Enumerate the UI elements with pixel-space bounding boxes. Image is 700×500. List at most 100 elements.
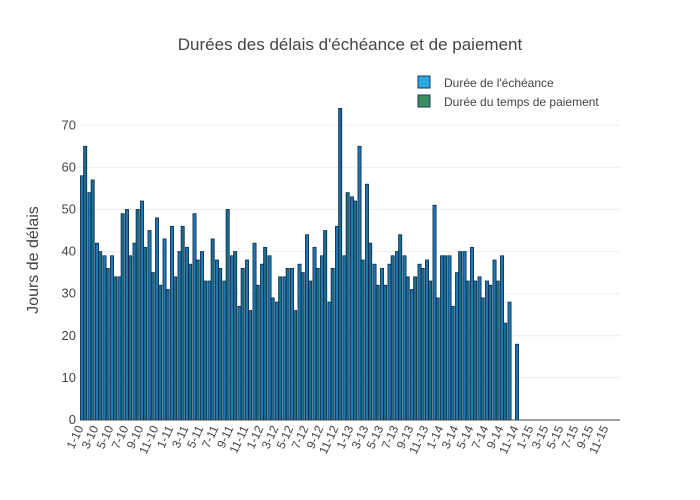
bar-paiement[interactable]: [98, 251, 103, 421]
bar-paiement[interactable]: [255, 284, 260, 421]
bar-echeance[interactable]: [425, 259, 430, 421]
bar-echeance[interactable]: [380, 268, 385, 421]
bar-echeance[interactable]: [492, 259, 497, 421]
bar-echeance[interactable]: [185, 246, 189, 421]
bar-paiement[interactable]: [465, 280, 470, 421]
bar-paiement[interactable]: [405, 276, 410, 421]
bar-echeance[interactable]: [335, 225, 340, 421]
legend-item-paiement[interactable]: Durée du temps de paiement: [417, 94, 599, 109]
bar-paiement[interactable]: [113, 276, 118, 421]
bar-paiement[interactable]: [188, 263, 193, 421]
bar-paiement[interactable]: [293, 310, 298, 421]
bar-echeance[interactable]: [245, 259, 249, 421]
bar-paiement[interactable]: [473, 280, 478, 421]
bar-echeance[interactable]: [170, 225, 174, 421]
bar-paiement[interactable]: [360, 259, 365, 421]
bar-paiement[interactable]: [420, 268, 425, 421]
bar-paiement[interactable]: [203, 280, 208, 421]
bar-echeance[interactable]: [395, 251, 400, 421]
bar-echeance[interactable]: [447, 255, 452, 421]
bar-paiement[interactable]: [105, 268, 110, 421]
bar-paiement[interactable]: [383, 284, 388, 421]
bar-echeance[interactable]: [110, 255, 114, 421]
bar-echeance[interactable]: [387, 263, 392, 421]
bar-paiement[interactable]: [345, 192, 350, 421]
bar-echeance[interactable]: [320, 255, 325, 421]
bar-paiement[interactable]: [285, 268, 290, 421]
bar-echeance[interactable]: [147, 230, 152, 421]
bar-echeance[interactable]: [455, 272, 460, 421]
bar-echeance[interactable]: [192, 213, 197, 421]
bar-echeance[interactable]: [312, 246, 317, 421]
bar-echeance[interactable]: [357, 145, 362, 421]
bar-paiement[interactable]: [375, 284, 380, 421]
bar-paiement[interactable]: [353, 200, 358, 421]
bar-paiement[interactable]: [315, 268, 320, 421]
bar-echeance[interactable]: [230, 255, 234, 421]
bar-paiement[interactable]: [120, 213, 125, 421]
bar-paiement[interactable]: [173, 276, 178, 421]
bar-echeance[interactable]: [237, 305, 242, 421]
bar-paiement[interactable]: [428, 280, 433, 421]
bar-paiement[interactable]: [323, 230, 328, 421]
bar-echeance[interactable]: [95, 242, 99, 421]
bar-paiement[interactable]: [240, 268, 245, 421]
bar-echeance[interactable]: [200, 251, 204, 421]
bar-echeance[interactable]: [477, 276, 482, 421]
bar-paiement[interactable]: [300, 272, 305, 421]
bar-paiement[interactable]: [458, 251, 463, 421]
bar-paiement[interactable]: [435, 297, 440, 421]
bar-paiement[interactable]: [450, 305, 455, 421]
bar-paiement[interactable]: [278, 276, 283, 421]
bar-echeance[interactable]: [305, 234, 310, 421]
bar-paiement[interactable]: [210, 238, 215, 421]
legend-item-echeance[interactable]: Durée de l'échéance: [417, 75, 554, 90]
bar-paiement[interactable]: [330, 268, 335, 421]
bar-paiement[interactable]: [143, 246, 148, 421]
bar-echeance[interactable]: [440, 255, 445, 421]
bar-paiement[interactable]: [308, 280, 313, 421]
bar-paiement[interactable]: [495, 280, 500, 421]
bar-echeance[interactable]: [402, 255, 407, 421]
bar-echeance[interactable]: [417, 263, 422, 421]
bar-paiement[interactable]: [480, 297, 485, 421]
bar-paiement[interactable]: [398, 234, 403, 421]
bar-echeance[interactable]: [132, 242, 137, 421]
bar-echeance[interactable]: [500, 255, 505, 421]
bar-echeance[interactable]: [267, 255, 272, 421]
bar-paiement[interactable]: [368, 242, 373, 421]
bar-echeance[interactable]: [80, 175, 84, 421]
bar-paiement[interactable]: [165, 289, 170, 421]
bar-echeance[interactable]: [162, 238, 167, 421]
bar-echeance[interactable]: [297, 263, 302, 421]
bar-echeance[interactable]: [485, 280, 490, 421]
bar-echeance[interactable]: [327, 301, 332, 421]
bar-echeance[interactable]: [507, 301, 512, 421]
bar-echeance[interactable]: [155, 217, 159, 421]
bar-echeance[interactable]: [140, 200, 144, 421]
bar-echeance[interactable]: [365, 183, 370, 421]
bar-paiement[interactable]: [248, 310, 253, 421]
bar-paiement[interactable]: [128, 255, 133, 421]
bar-echeance[interactable]: [260, 263, 265, 421]
bar-paiement[interactable]: [158, 284, 163, 421]
bar-echeance[interactable]: [350, 196, 355, 421]
bar-echeance[interactable]: [117, 276, 122, 421]
bar-paiement[interactable]: [270, 297, 275, 421]
bar-paiement[interactable]: [338, 108, 343, 421]
bar-paiement[interactable]: [263, 246, 268, 421]
bar-echeance[interactable]: [125, 209, 129, 421]
bar-echeance[interactable]: [207, 280, 212, 421]
bar-echeance[interactable]: [252, 242, 257, 421]
bar-echeance[interactable]: [432, 204, 437, 421]
bar-echeance[interactable]: [275, 301, 280, 421]
bar-echeance[interactable]: [470, 246, 475, 421]
bar-paiement[interactable]: [218, 268, 223, 421]
bar-paiement[interactable]: [443, 255, 448, 421]
bar-paiement[interactable]: [180, 225, 185, 421]
bar-echeance[interactable]: [87, 192, 92, 421]
bar-echeance[interactable]: [102, 255, 107, 421]
bar-echeance[interactable]: [290, 268, 295, 421]
bar-echeance[interactable]: [222, 280, 227, 421]
bar-paiement[interactable]: [413, 276, 418, 421]
